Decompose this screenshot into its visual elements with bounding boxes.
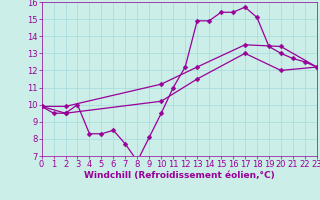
X-axis label: Windchill (Refroidissement éolien,°C): Windchill (Refroidissement éolien,°C)	[84, 171, 275, 180]
